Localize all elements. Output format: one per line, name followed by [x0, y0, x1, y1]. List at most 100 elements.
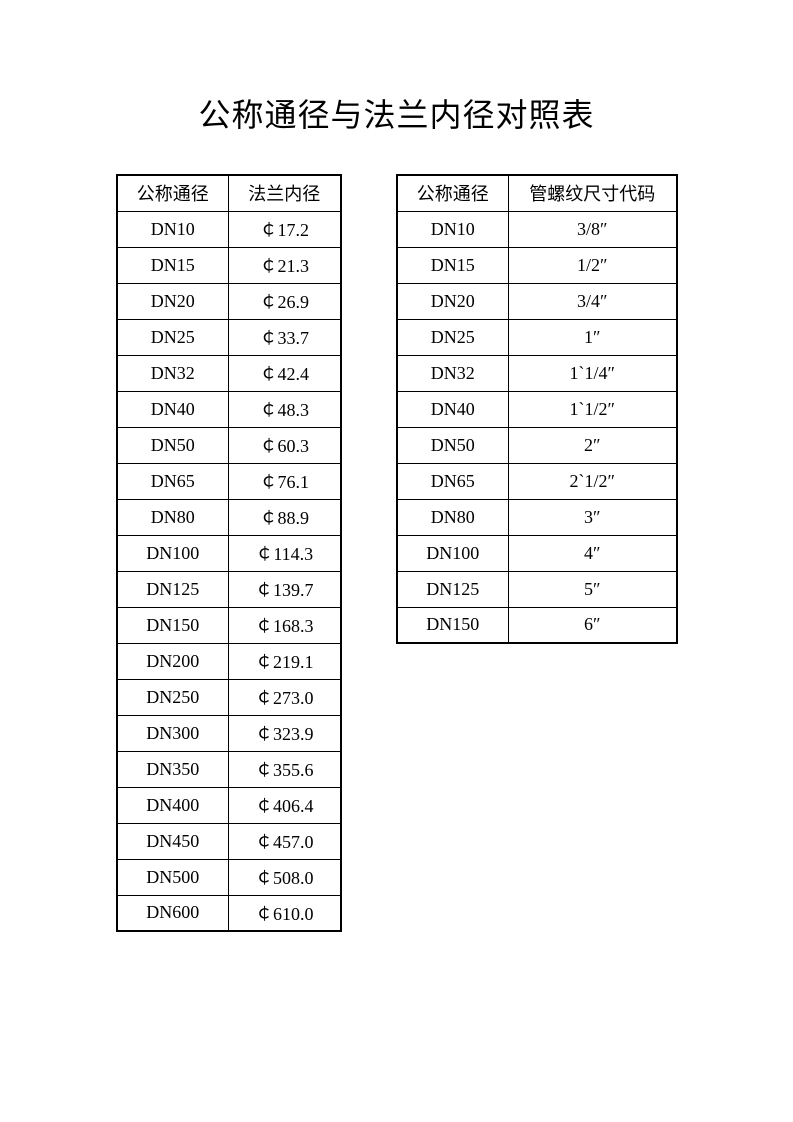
table-cell: DN40 [397, 391, 509, 427]
table-cell: 1″ [509, 319, 677, 355]
table-cell: ￠168.3 [229, 607, 341, 643]
table-row: DN600￠610.0 [117, 895, 341, 931]
table-row: DN203/4″ [397, 283, 677, 319]
table-cell: ￠48.3 [229, 391, 341, 427]
table-row: DN803″ [397, 499, 677, 535]
table-cell: DN20 [117, 283, 229, 319]
table-cell: ￠21.3 [229, 247, 341, 283]
table-header-row: 公称通径 管螺纹尺寸代码 [397, 175, 677, 211]
table-row: DN401`1/2″ [397, 391, 677, 427]
table-row: DN450￠457.0 [117, 823, 341, 859]
table-cell: DN25 [397, 319, 509, 355]
table-cell: ￠508.0 [229, 859, 341, 895]
table-cell: DN32 [117, 355, 229, 391]
table-row: DN25￠33.7 [117, 319, 341, 355]
table-row: DN151/2″ [397, 247, 677, 283]
table-cell: DN100 [397, 535, 509, 571]
table-row: DN300￠323.9 [117, 715, 341, 751]
table-cell: DN25 [117, 319, 229, 355]
table-cell: DN20 [397, 283, 509, 319]
table-row: DN100￠114.3 [117, 535, 341, 571]
table-row: DN10￠17.2 [117, 211, 341, 247]
table-cell: ￠33.7 [229, 319, 341, 355]
table-cell: DN80 [397, 499, 509, 535]
table-row: DN32￠42.4 [117, 355, 341, 391]
table-cell: 3/4″ [509, 283, 677, 319]
table-cell: 4″ [509, 535, 677, 571]
table-cell: DN65 [117, 463, 229, 499]
table-cell: ￠60.3 [229, 427, 341, 463]
table-cell: DN10 [117, 211, 229, 247]
table-row: DN15￠21.3 [117, 247, 341, 283]
table-row: DN1255″ [397, 571, 677, 607]
table-row: DN400￠406.4 [117, 787, 341, 823]
table-cell: ￠457.0 [229, 823, 341, 859]
table-header-row: 公称通径 法兰内径 [117, 175, 341, 211]
table-cell: 5″ [509, 571, 677, 607]
table-row: DN500￠508.0 [117, 859, 341, 895]
table-cell: ￠139.7 [229, 571, 341, 607]
table-cell: DN125 [397, 571, 509, 607]
table-row: DN1506″ [397, 607, 677, 643]
table-cell: 1`1/2″ [509, 391, 677, 427]
table-cell: DN80 [117, 499, 229, 535]
table-cell: 1/2″ [509, 247, 677, 283]
table-cell: ￠42.4 [229, 355, 341, 391]
table-cell: 3″ [509, 499, 677, 535]
table-cell: DN400 [117, 787, 229, 823]
column-header: 法兰内径 [229, 175, 341, 211]
table-cell: ￠219.1 [229, 643, 341, 679]
table-cell: 3/8″ [509, 211, 677, 247]
table-cell: DN65 [397, 463, 509, 499]
table-cell: ￠273.0 [229, 679, 341, 715]
table-row: DN251″ [397, 319, 677, 355]
table-cell: DN200 [117, 643, 229, 679]
table-cell: ￠88.9 [229, 499, 341, 535]
table-body-right: DN103/8″DN151/2″DN203/4″DN251″DN321`1/4″… [397, 211, 677, 643]
tables-container: 公称通径 法兰内径 DN10￠17.2DN15￠21.3DN20￠26.9DN2… [0, 174, 793, 932]
table-cell: ￠406.4 [229, 787, 341, 823]
table-cell: ￠114.3 [229, 535, 341, 571]
table-row: DN250￠273.0 [117, 679, 341, 715]
table-row: DN150￠168.3 [117, 607, 341, 643]
pipe-thread-table: 公称通径 管螺纹尺寸代码 DN103/8″DN151/2″DN203/4″DN2… [396, 174, 678, 644]
table-cell: DN32 [397, 355, 509, 391]
table-cell: 2`1/2″ [509, 463, 677, 499]
table-cell: DN40 [117, 391, 229, 427]
table-cell: DN15 [117, 247, 229, 283]
table-cell: DN500 [117, 859, 229, 895]
table-cell: 2″ [509, 427, 677, 463]
table-row: DN200￠219.1 [117, 643, 341, 679]
table-row: DN350￠355.6 [117, 751, 341, 787]
table-cell: 1`1/4″ [509, 355, 677, 391]
flange-diameter-table: 公称通径 法兰内径 DN10￠17.2DN15￠21.3DN20￠26.9DN2… [116, 174, 342, 932]
table-row: DN65￠76.1 [117, 463, 341, 499]
table-row: DN1004″ [397, 535, 677, 571]
table-cell: ￠610.0 [229, 895, 341, 931]
table-row: DN321`1/4″ [397, 355, 677, 391]
table-row: DN20￠26.9 [117, 283, 341, 319]
table-cell: ￠76.1 [229, 463, 341, 499]
table-cell: ￠323.9 [229, 715, 341, 751]
table-cell: DN450 [117, 823, 229, 859]
table-cell: DN600 [117, 895, 229, 931]
column-header: 公称通径 [397, 175, 509, 211]
table-cell: ￠17.2 [229, 211, 341, 247]
table-cell: DN250 [117, 679, 229, 715]
page-title: 公称通径与法兰内径对照表 [0, 90, 793, 136]
table-cell: DN15 [397, 247, 509, 283]
table-cell: DN300 [117, 715, 229, 751]
table-cell: DN150 [117, 607, 229, 643]
table-row: DN125￠139.7 [117, 571, 341, 607]
table-row: DN103/8″ [397, 211, 677, 247]
table-cell: ￠26.9 [229, 283, 341, 319]
table-cell: ￠355.6 [229, 751, 341, 787]
table-cell: DN50 [117, 427, 229, 463]
table-cell: DN50 [397, 427, 509, 463]
column-header: 公称通径 [117, 175, 229, 211]
table-row: DN502″ [397, 427, 677, 463]
table-cell: DN125 [117, 571, 229, 607]
table-cell: DN100 [117, 535, 229, 571]
table-row: DN80￠88.9 [117, 499, 341, 535]
table-cell: 6″ [509, 607, 677, 643]
